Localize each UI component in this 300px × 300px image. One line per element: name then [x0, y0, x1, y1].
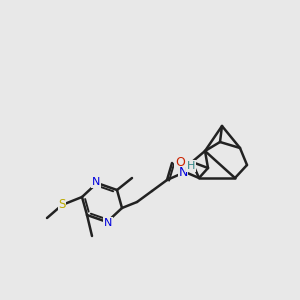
- Text: O: O: [175, 157, 185, 169]
- Text: S: S: [58, 199, 66, 212]
- Text: N: N: [104, 218, 112, 228]
- Text: H: H: [187, 161, 195, 171]
- Text: N: N: [92, 177, 100, 187]
- Text: N: N: [178, 167, 188, 179]
